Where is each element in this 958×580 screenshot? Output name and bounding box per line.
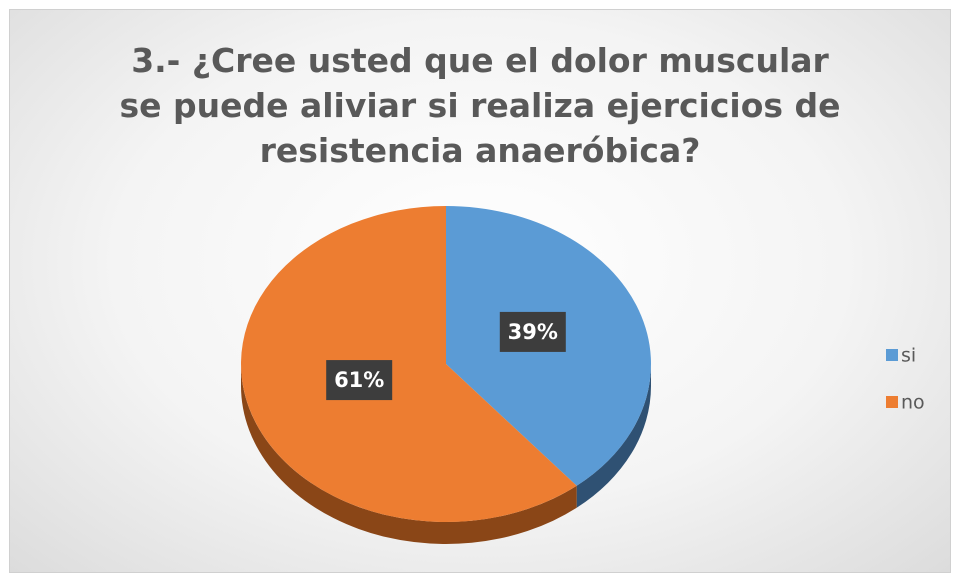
chart-area: 3.- ¿Cree usted que el dolor muscular se… [9,9,951,573]
legend-swatch [886,349,898,361]
slice-side [241,364,577,545]
data-label: 39% [508,320,558,344]
legend-label: si [901,345,916,367]
pie-slice [241,206,577,522]
slice-side [576,364,651,508]
data-label: 61% [334,368,384,392]
legend-swatch [886,396,898,408]
data-label-box [499,311,566,352]
chart: 39% 61% si no [241,206,925,545]
data-label-box [326,360,393,401]
legend-label: no [901,392,925,414]
chart-title: 3.- ¿Cree usted que el dolor muscular se… [119,41,841,170]
